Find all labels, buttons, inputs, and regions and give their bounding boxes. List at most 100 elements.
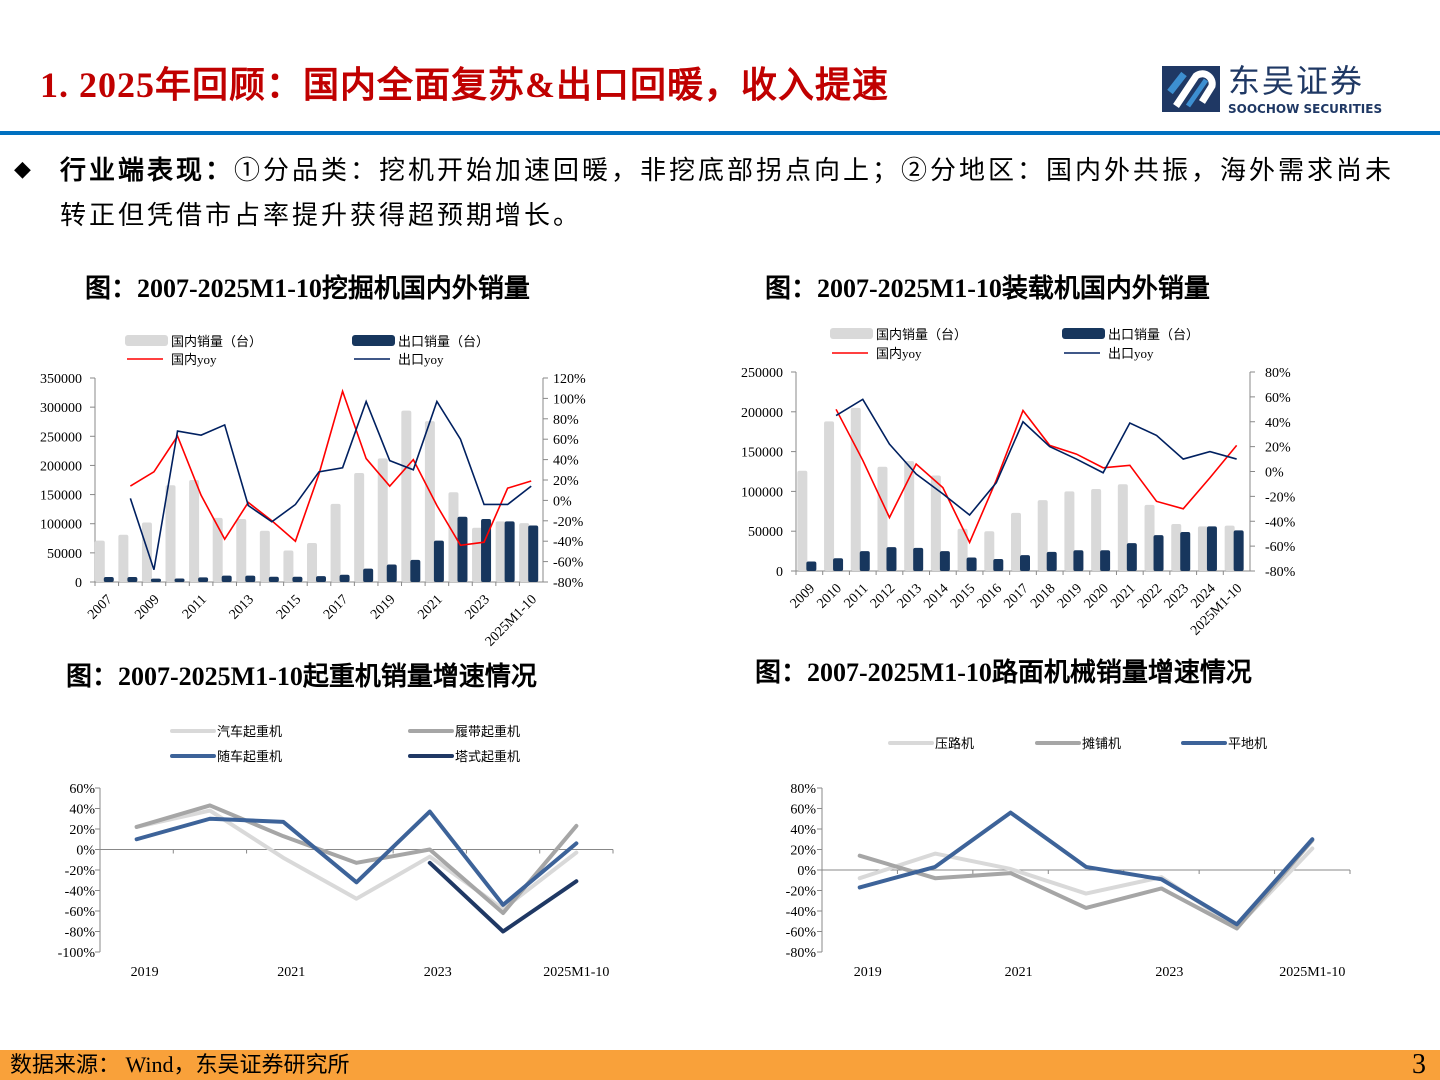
x-tick-label: 2011 [842, 581, 872, 611]
x-tick-label: 2025M1-10 [483, 592, 540, 649]
legend-label: 随车起重机 [217, 749, 282, 764]
x-tick-label: 2017 [321, 592, 351, 622]
bullet-body: ①分品类：挖机开始加速回暖，非挖底部拐点向上；②分地区：国内外共振，海外需求尚未… [60, 156, 1395, 230]
y-tick-label: -60% [65, 905, 96, 920]
x-tick-label: 2009 [132, 592, 162, 622]
right-tick-label: -80% [1265, 565, 1296, 580]
y-tick-label: -100% [58, 946, 96, 961]
legend-label: 国内yoy [876, 346, 922, 361]
x-tick-label: 2016 [975, 581, 1005, 611]
left-tick-label: 0 [75, 576, 82, 591]
diamond-bullet-icon: ◆ [14, 156, 31, 181]
export-sales-bar [268, 576, 279, 582]
domestic-sales-bar [1011, 512, 1021, 571]
x-tick-label: 2019 [1055, 581, 1085, 611]
left-tick-label: 250000 [40, 430, 82, 445]
domestic-sales-bar [141, 522, 152, 582]
domestic-sales-bar [877, 466, 888, 571]
domestic-sales-bar [1064, 491, 1075, 571]
left-tick-label: 200000 [741, 406, 783, 421]
soochow-logo: 东吴证券 SOOCHOW SECURITIES [1162, 64, 1382, 118]
domestic-sales-bar [1171, 524, 1182, 571]
x-tick-label: 2023 [462, 592, 492, 622]
right-tick-label: 0% [1265, 466, 1284, 481]
domestic-sales-bar [904, 461, 915, 571]
export-sales-bar [1126, 543, 1137, 571]
x-tick-label: 2011 [180, 592, 210, 622]
legend-label: 压路机 [935, 736, 974, 751]
right-tick-label: -40% [1265, 515, 1296, 530]
export-sales-bar [1206, 526, 1217, 571]
export-sales-bar [363, 568, 374, 582]
bullet-paragraph: 行业端表现：①分品类：挖机开始加速回暖，非挖底部拐点向上；②分地区：国内外共振，… [60, 148, 1420, 238]
charts-canvas: 0 50000 100000 150000 200000 250000 300000 3500… [40, 327, 1351, 980]
right-tick-label: -20% [553, 515, 584, 530]
domestic-sales-bar [330, 503, 341, 582]
domestic-sales-bar [930, 475, 941, 571]
x-tick-label: 2019 [368, 592, 398, 622]
x-tick-label: 2021 [277, 965, 305, 980]
domestic-sales-bar [1197, 526, 1208, 571]
soochow-logo-icon [1162, 66, 1220, 112]
logo-text-en: SOOCHOW SECURITIES [1228, 102, 1383, 116]
x-tick-label: 2019 [131, 965, 159, 980]
y-tick-label: -40% [65, 885, 96, 900]
domestic-sales-bar [307, 542, 317, 582]
x-tick-label: 2015 [274, 592, 304, 622]
legend-label: 出口销量（台） [1108, 327, 1199, 342]
x-tick-label: 2022 [1135, 581, 1165, 611]
chart-title-crane: 图：2007-2025M1-10起重机销量增速情况 [66, 662, 537, 691]
x-tick-label: 2010 [814, 581, 844, 611]
right-tick-label: -20% [1265, 490, 1296, 505]
export-sales-bar [221, 575, 232, 582]
x-tick-label: 2014 [921, 581, 951, 611]
export-sales-bar [886, 547, 897, 571]
y-tick-label: 60% [69, 782, 95, 797]
export-sales-bar [913, 547, 924, 571]
export-sales-bar [103, 577, 114, 582]
chart-title-excavator: 图：2007-2025M1-10挖掘机国内外销量 [85, 274, 530, 303]
left-tick-label: 150000 [741, 446, 783, 461]
left-tick-label: 250000 [741, 366, 783, 381]
page-number: 3 [1412, 1049, 1426, 1080]
export-sales-bar [316, 576, 326, 582]
domestic-sales-bar [424, 421, 435, 582]
x-tick-label: 2023 [424, 965, 452, 980]
x-tick-label: 2017 [1001, 581, 1031, 611]
export-sales-bar [1020, 555, 1030, 571]
left-tick-label: 50000 [748, 525, 783, 540]
export-sales-bar [833, 558, 844, 571]
y-tick-label: -20% [786, 885, 817, 900]
legend-swatch [352, 335, 395, 346]
x-tick-label: 2020 [1082, 581, 1112, 611]
export-sales-bar [174, 578, 185, 582]
chart-title-loader: 图：2007-2025M1-10装载机国内外销量 [765, 274, 1210, 303]
y-tick-label: 60% [790, 803, 816, 818]
domestic-sales-bar [283, 550, 294, 582]
x-tick-label: 2013 [227, 592, 257, 622]
export-sales-bar [528, 525, 539, 582]
right-tick-label: 40% [553, 454, 579, 469]
domestic-sales-bar [94, 540, 105, 582]
x-tick-label: 2018 [1028, 581, 1058, 611]
domestic-sales-bar [377, 458, 388, 582]
export-sales-bar [504, 521, 515, 582]
domestic-sales-bar [189, 480, 200, 582]
export-sales-bar [433, 540, 444, 582]
export-sales-bar [481, 519, 492, 582]
right-tick-label: 40% [1265, 416, 1291, 431]
export-sales-bar [993, 559, 1004, 571]
legend-label: 塔式起重机 [455, 749, 520, 764]
x-tick-label: 2007 [85, 592, 115, 622]
right-tick-label: 0% [553, 494, 572, 509]
left-tick-label: 0 [776, 565, 783, 580]
legend-swatch [125, 335, 168, 346]
export-sales-bar [806, 561, 817, 571]
export-sales-bar [245, 575, 256, 582]
left-tick-label: 350000 [40, 372, 82, 387]
domestic-sales-bar [797, 470, 808, 571]
right-tick-label: 60% [553, 433, 579, 448]
y-tick-label: -20% [65, 864, 96, 879]
series-line [857, 810, 1315, 927]
x-tick-label: 2023 [1155, 965, 1183, 980]
